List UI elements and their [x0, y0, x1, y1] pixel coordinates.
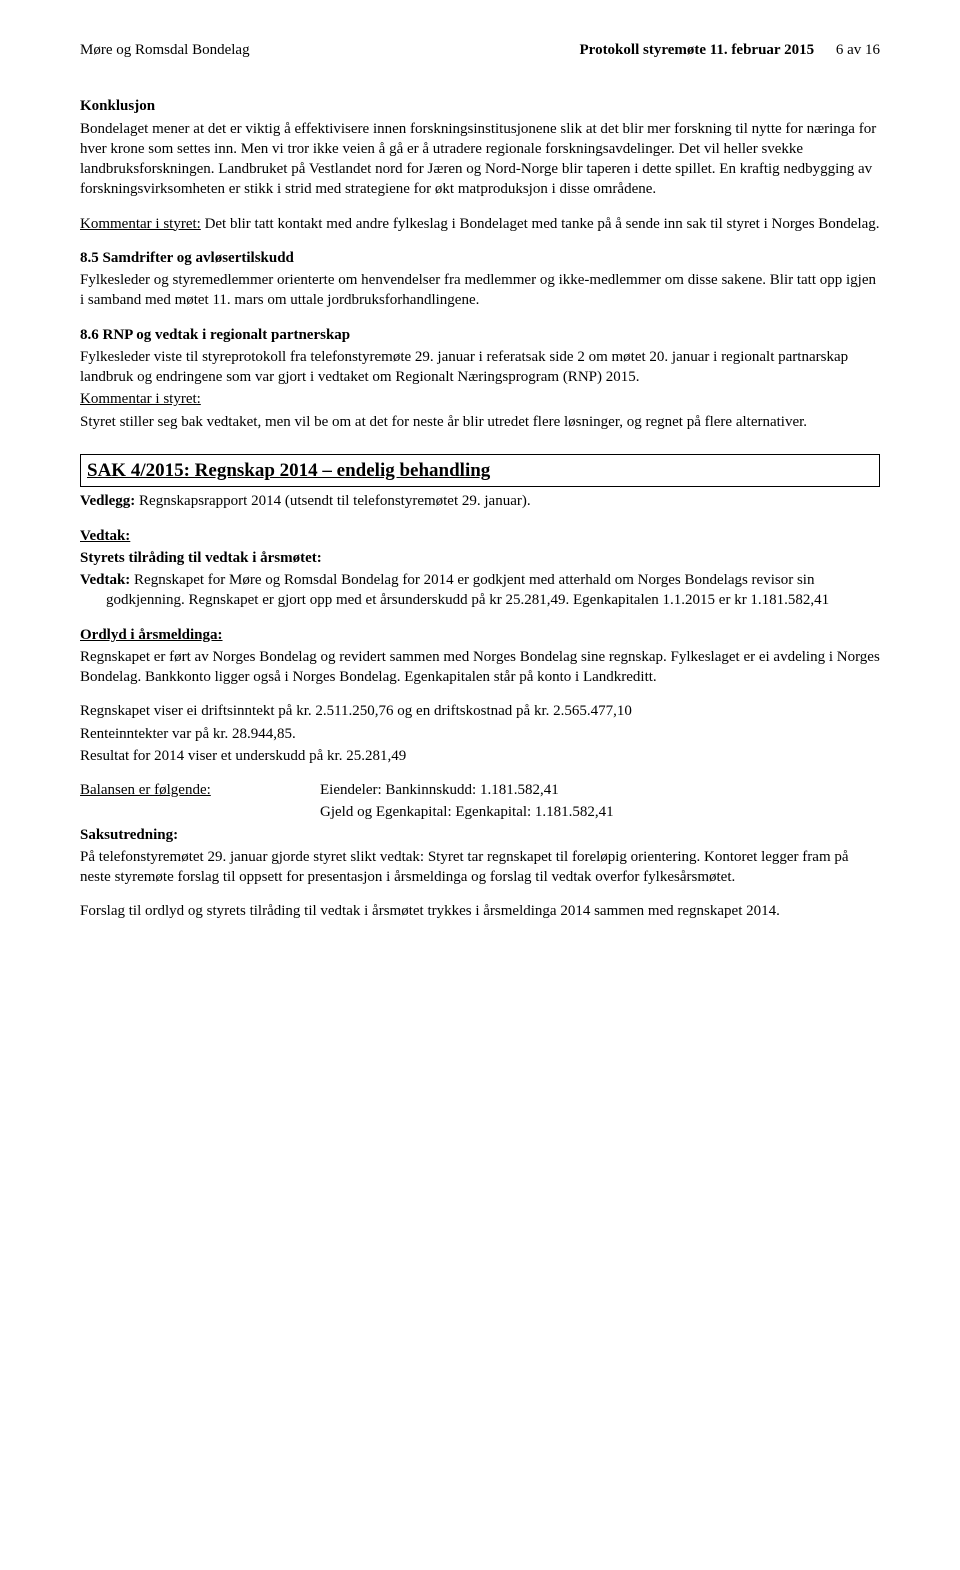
balansen-r2: Gjeld og Egenkapital: Egenkapital: 1.181… [320, 802, 880, 822]
s85-title: 8.5 Samdrifter og avløsertilskudd [80, 248, 880, 268]
konklusjon-body: Bondelaget mener at det er viktig å effe… [80, 119, 880, 200]
section-8-5: 8.5 Samdrifter og avløsertilskudd Fylkes… [80, 248, 880, 311]
page-header: Møre og Romsdal Bondelag Protokoll styre… [80, 40, 880, 60]
sak4-line3: Resultat for 2014 viser et underskudd på… [80, 746, 880, 766]
sak4-vedtak2-label: Vedtak: [80, 572, 130, 588]
sak4-vedlegg: Vedlegg: Regnskapsrapport 2014 (utsendt … [80, 491, 880, 511]
sak4-ordlyd-body: Regnskapet er ført av Norges Bondelag og… [80, 647, 880, 688]
kommentar-text: Det blir tatt kontakt med andre fylkesla… [201, 216, 880, 232]
balansen-r1: Eiendeler: Bankinnskudd: 1.181.582,41 [320, 780, 880, 800]
header-left: Møre og Romsdal Bondelag [80, 40, 250, 60]
konklusjon-title: Konklusjon [80, 96, 880, 116]
sak4-vedtak2-text: Regnskapet for Møre og Romsdal Bondelag … [106, 572, 829, 608]
s85-body: Fylkesleder og styremedlemmer orienterte… [80, 270, 880, 311]
balansen-spacer [80, 802, 320, 822]
header-right: Protokoll styremøte 11. februar 2015 6 a… [580, 40, 880, 60]
balansen-label: Balansen er følgende: [80, 780, 320, 800]
sak4-title: SAK 4/2015: Regnskap 2014 – endelig beha… [87, 460, 490, 481]
s86-title: 8.6 RNP og vedtak i regionalt partnerska… [80, 325, 880, 345]
balansen-row-2: Gjeld og Egenkapital: Egenkapital: 1.181… [80, 802, 880, 822]
s86-body2: Styret stiller seg bak vedtaket, men vil… [80, 412, 880, 432]
s86-kommentar-label: Kommentar i styret: [80, 389, 880, 409]
forslag-body: Forslag til ordlyd og styrets tilråding … [80, 901, 880, 921]
sak4-vedlegg-text: Regnskapsrapport 2014 (utsendt til telef… [135, 493, 530, 509]
konklusjon-section: Konklusjon Bondelaget mener at det er vi… [80, 96, 880, 199]
balansen-row-1: Balansen er følgende: Eiendeler: Bankinn… [80, 780, 880, 800]
sak4-header-box: SAK 4/2015: Regnskap 2014 – endelig beha… [80, 454, 880, 488]
sak4-vedlegg-label: Vedlegg: [80, 493, 135, 509]
sak4-vedtak2: Vedtak: Regnskapet for Møre og Romsdal B… [80, 570, 880, 611]
saksutredning-body: På telefonstyremøtet 29. januar gjorde s… [80, 847, 880, 888]
section-8-6: 8.6 RNP og vedtak i regionalt partnerska… [80, 325, 880, 432]
kommentar-styret-1: Kommentar i styret: Det blir tatt kontak… [80, 214, 880, 234]
sak4-styrets-label: Styrets tilråding til vedtak i årsmøtet: [80, 548, 880, 568]
header-title: Protokoll styremøte 11. februar 2015 [580, 42, 815, 58]
page-indicator: 6 av 16 [836, 42, 880, 58]
sak4-ordlyd-label: Ordlyd i årsmeldinga: [80, 625, 880, 645]
kommentar-label: Kommentar i styret: [80, 216, 201, 232]
sak4-line2: Renteinntekter var på kr. 28.944,85. [80, 724, 880, 744]
sak4-vedtak-label: Vedtak: [80, 526, 880, 546]
saksutredning-label: Saksutredning: [80, 825, 880, 845]
sak4-line1: Regnskapet viser ei driftsinntekt på kr.… [80, 701, 880, 721]
s86-body1: Fylkesleder viste til styreprotokoll fra… [80, 347, 880, 388]
